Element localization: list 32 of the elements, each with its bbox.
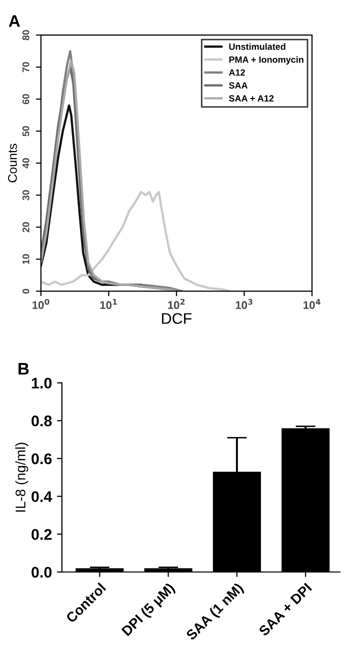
y-tick-label: 0.4 <box>32 491 52 502</box>
y-tick-label: 0 <box>22 288 30 294</box>
legend-label: A12 <box>228 69 245 76</box>
y-tick-label: 10 <box>22 254 30 264</box>
x-tick-label: 10$^{4}$ <box>304 298 320 310</box>
y-axis-title: Counts <box>8 144 17 182</box>
legend-label: PMA + Ionomycin <box>229 56 304 65</box>
y-tick-label: 70 <box>22 62 30 72</box>
y-tick-label: 0.8 <box>32 416 52 426</box>
chart-title: B <box>18 363 29 375</box>
y-tick-label: 40 <box>22 158 30 168</box>
y-tick-label: 20 <box>22 222 30 232</box>
legend-label: SAA + A12 <box>228 95 274 102</box>
y-tick-label: 80 <box>22 30 30 40</box>
x-tick-label: 10$^{3}$ <box>236 298 252 309</box>
x-tick-label: SAA + DPI <box>258 582 312 637</box>
y-tick-label: 0.2 <box>32 529 52 540</box>
y-tick-label: 0.0 <box>32 566 52 578</box>
legend-label: SAA <box>228 82 248 89</box>
x-tick-label: SAA (1 nM) <box>185 582 246 643</box>
legend-label: Unstimulated <box>229 43 286 50</box>
chart-title: A <box>8 15 20 27</box>
y-axis-title: IL-8 (ng/ml) <box>15 442 28 512</box>
x-tick-label: 10$^{2}$ <box>168 298 185 309</box>
x-tick-label: 10$^{0}$ <box>32 298 50 309</box>
y-tick-label: 1.0 <box>32 378 52 389</box>
y-tick-label: 0.6 <box>32 453 52 464</box>
y-tick-label: 50 <box>22 126 30 136</box>
y-tick-label: 30 <box>22 190 30 200</box>
x-axis-title: DCF <box>162 313 192 324</box>
y-tick-label: 60 <box>22 94 30 104</box>
x-tick-label: 10$^{1}$ <box>100 298 117 310</box>
